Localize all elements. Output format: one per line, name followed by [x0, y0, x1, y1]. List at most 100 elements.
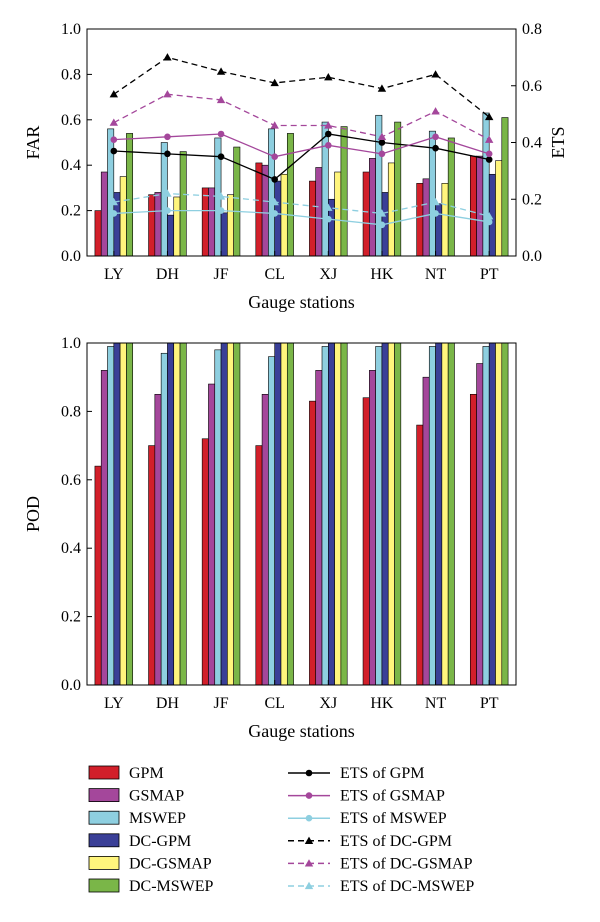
bar-dc-gsmap-dh	[173, 196, 181, 257]
legend-swatch-dc-gsmap	[88, 856, 120, 870]
legend-marker-ets-of-mswep	[305, 814, 313, 822]
bar-dc-gsmap-cl	[280, 342, 288, 686]
point-ets-of-gpm-xj	[325, 130, 332, 138]
bar-dc-mswep-dh	[179, 342, 187, 686]
bar-gpm-pt	[469, 155, 477, 257]
legend-label-mswep: MSWEP	[129, 810, 186, 827]
bar-gsmap-ly	[100, 171, 108, 257]
y-tick-label: 0.8	[61, 66, 81, 83]
bar-gsmap-xj	[315, 167, 323, 257]
legend-label-dc-gsmap: DC-GSMAP	[129, 855, 212, 872]
bar-gsmap-nt	[422, 376, 430, 686]
point-ets-of-dc-gsmap-cl	[270, 121, 279, 129]
legend-marker-ets-of-dc-mswep	[304, 881, 314, 890]
bar-gpm-hk	[362, 397, 370, 686]
point-ets-of-dc-gpm-nt	[431, 70, 440, 78]
y-tick-label: 0.4	[61, 540, 81, 557]
bar-dc-gpm-nt	[435, 342, 443, 686]
bar-dc-gsmap-nt	[441, 183, 449, 257]
point-ets-of-gpm-pt	[485, 156, 493, 163]
point-ets-of-dc-mswep-hk	[377, 209, 387, 217]
legend-swatch-gpm	[88, 765, 120, 780]
legend-marker-ets-of-dc-gsmap	[304, 859, 314, 867]
y2-tick-label: 0.8	[522, 21, 542, 38]
point-ets-of-mswep-ly	[110, 210, 118, 217]
point-ets-of-dc-mswep-dh	[163, 189, 172, 197]
bar-dc-gpm-ly	[113, 342, 121, 686]
point-ets-of-gsmap-cl	[271, 153, 278, 160]
x-tick-label: LY	[104, 695, 124, 712]
bar-gsmap-hk	[369, 370, 376, 686]
point-ets-of-dc-mswep-ly	[109, 197, 119, 206]
x-tick-label: PT	[480, 266, 499, 283]
bar-gpm-cl	[255, 445, 263, 686]
bar-mswep-pt	[482, 346, 490, 686]
plot-frame	[86, 342, 517, 686]
legend-swatch-dc-gpm	[88, 833, 120, 848]
legend-label-dc-mswep: DC-MSWEP	[129, 878, 214, 895]
y2-tick-label: 0.0	[522, 248, 542, 265]
legend-label-ets-of-dc-mswep: ETS of DC-MSWEP	[340, 878, 474, 895]
line-ets-of-gsmap	[113, 133, 490, 158]
bar-mswep-dh	[160, 142, 168, 257]
x-tick-label: CL	[264, 695, 284, 712]
point-ets-of-dc-gsmap-dh	[163, 90, 172, 98]
point-ets-of-gsmap-pt	[485, 150, 493, 158]
bar-gpm-dh	[148, 445, 156, 686]
bar-dc-mswep-pt	[501, 342, 509, 686]
legend: GPM GSMAP MSWEP DC-GPM DC-GSMAP DC-MSWEP ETS o…	[88, 765, 474, 895]
bar-mswep-dh	[160, 352, 168, 686]
bar-dc-gpm-cl	[274, 342, 282, 686]
legend-swatch-mswep	[88, 810, 120, 825]
bar-gpm-jf	[201, 438, 209, 686]
bar-gsmap-pt	[476, 155, 484, 257]
point-ets-of-dc-mswep-jf	[216, 192, 226, 200]
point-ets-of-dc-gsmap-hk	[377, 132, 387, 140]
y-axis-label: FAR	[23, 126, 43, 160]
bar-dc-gsmap-pt	[495, 160, 503, 257]
bar-mswep-cl	[268, 356, 275, 686]
y2-tick-label: 0.6	[522, 78, 542, 95]
legend-marker-ets-of-dc-gpm	[304, 836, 314, 844]
point-ets-of-gsmap-hk	[378, 150, 386, 158]
point-ets-of-dc-mswep-xj	[324, 203, 333, 211]
point-ets-of-dc-gpm-ly	[109, 90, 119, 98]
bar-dc-gpm-jf	[220, 342, 228, 686]
bar-dc-mswep-jf	[233, 342, 241, 686]
bar-dc-gpm-jf	[220, 212, 228, 257]
y2-axis-label: ETS	[548, 126, 568, 158]
line-ets-of-dc-gpm	[113, 56, 490, 118]
x-axis-label: Gauge stations	[248, 721, 354, 741]
bar-dc-gsmap-xj	[334, 342, 342, 686]
bar-gsmap-hk	[369, 158, 376, 257]
bar-dc-gsmap-nt	[441, 342, 449, 686]
bar-gpm-xj	[309, 180, 317, 257]
point-ets-of-gpm-hk	[378, 139, 386, 146]
bar-gsmap-jf	[208, 383, 216, 686]
bar-mswep-jf	[214, 349, 222, 686]
legend-label-ets-of-mswep: ETS of MSWEP	[340, 810, 447, 827]
legend-swatch-gsmap	[88, 788, 120, 802]
bar-dc-gsmap-xj	[334, 171, 342, 257]
x-tick-label: NT	[425, 695, 447, 712]
y-tick-label: 0.0	[61, 677, 81, 694]
point-ets-of-dc-mswep-pt	[484, 212, 494, 220]
bar-dc-gsmap-jf	[227, 342, 234, 686]
point-ets-of-gpm-ly	[110, 147, 118, 155]
y-tick-label: 0.4	[61, 157, 81, 174]
bar-dc-gpm-cl	[274, 180, 282, 257]
y-tick-label: 0.2	[61, 609, 81, 626]
bar-mswep-hk	[375, 346, 383, 686]
x-tick-label: NT	[425, 266, 447, 283]
point-ets-of-gsmap-nt	[432, 133, 439, 141]
y-tick-label: 0.2	[61, 203, 81, 220]
x-tick-label: CL	[264, 266, 284, 283]
bar-dc-gsmap-hk	[387, 162, 395, 257]
bar-gsmap-cl	[261, 393, 269, 686]
bar-dc-mswep-xj	[340, 126, 348, 257]
line-ets-of-gpm	[113, 133, 490, 181]
point-ets-of-mswep-dh	[164, 207, 171, 214]
x-tick-label: LY	[104, 266, 124, 283]
pod-chart: 0.0 0.2 0.4 0.6 0.8 1.0 LY DH JF CL XJ HK NT PT Gauge …	[23, 335, 517, 741]
x-axis-label: Gauge stations	[248, 292, 354, 312]
